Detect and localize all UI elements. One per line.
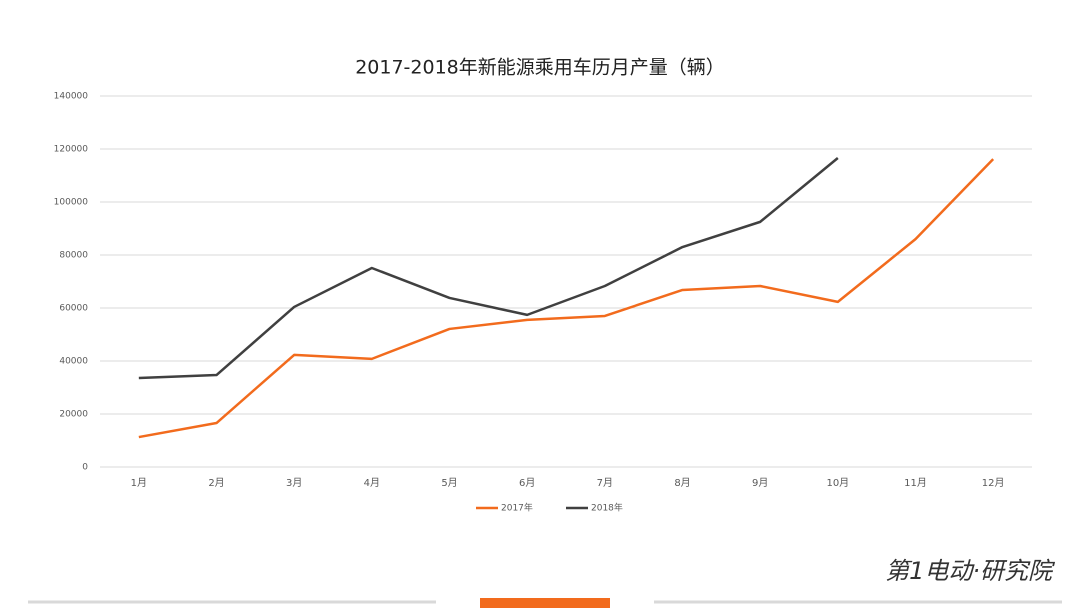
legend-label: 2018年: [591, 502, 623, 514]
x-tick-label: 9月: [752, 477, 768, 489]
y-tick-label: 80000: [59, 251, 88, 261]
x-tick-label: 5月: [441, 477, 457, 489]
x-tick-label: 6月: [519, 477, 535, 489]
x-tick-label: 7月: [597, 477, 613, 489]
x-tick-label: 8月: [674, 477, 690, 489]
series-line: [138, 158, 995, 439]
y-tick-label: 100000: [54, 198, 89, 208]
chart-title: 2017-2018年新能源乘用车历月产量（辆）: [355, 57, 725, 79]
series-line: [138, 157, 839, 380]
legend-label: 2017年: [501, 502, 533, 514]
x-tick-label: 10月: [826, 477, 849, 489]
x-tick-label: 11月: [904, 477, 927, 489]
y-tick-label: 40000: [59, 357, 88, 367]
x-tick-label: 1月: [131, 477, 147, 489]
y-tick-label: 20000: [59, 410, 88, 420]
y-tick-label: 60000: [59, 304, 88, 314]
x-tick-label: 3月: [286, 477, 302, 489]
x-tick-label: 2月: [208, 477, 224, 489]
brand-logo: 第1电动·研究院: [885, 557, 1056, 585]
y-tick-label: 140000: [54, 92, 89, 102]
x-tick-label: 12月: [982, 477, 1005, 489]
x-tick-label: 4月: [364, 477, 380, 489]
y-tick-label: 120000: [54, 145, 89, 155]
y-tick-label: 0: [82, 463, 88, 473]
footer-accent: [480, 598, 610, 608]
